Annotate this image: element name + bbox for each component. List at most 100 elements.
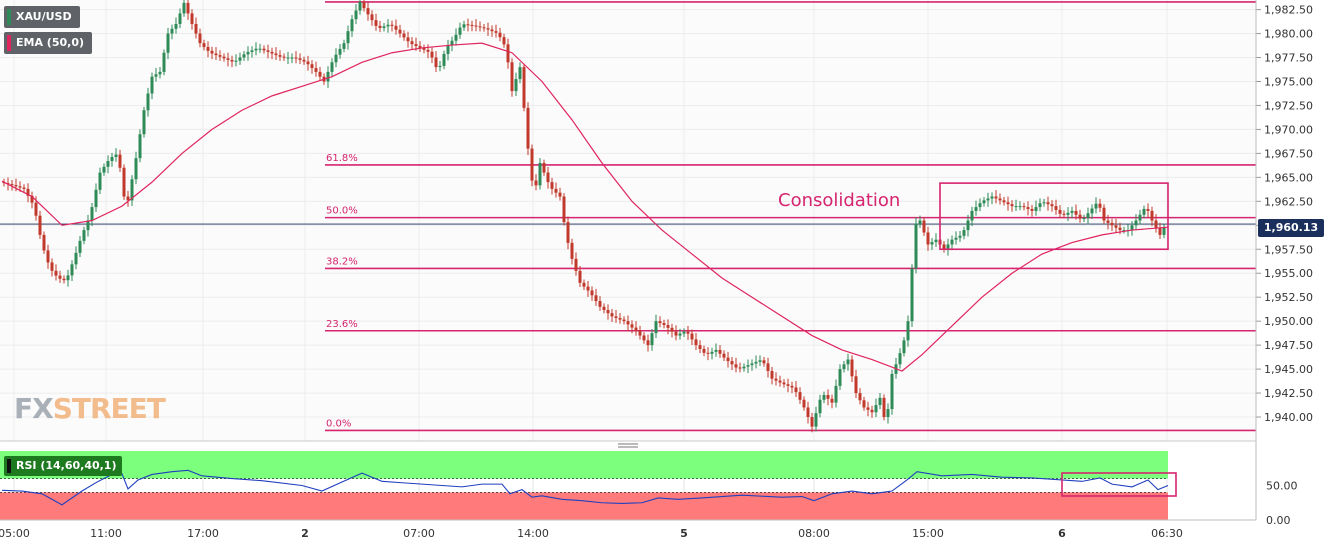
candle-body: [470, 24, 474, 26]
symbol-tag[interactable]: XAU/USD: [4, 6, 80, 28]
candle-body: [162, 52, 166, 72]
candle-body: [682, 331, 686, 334]
candle-body: [994, 196, 998, 199]
ema-label: EMA (50,0): [16, 36, 84, 49]
candle-body: [722, 353, 726, 358]
candle-body: [234, 60, 238, 62]
rsi-lower-zone: [0, 492, 1168, 520]
candle-body: [50, 262, 54, 271]
candle-body: [930, 242, 934, 245]
candle-body: [1010, 204, 1014, 207]
candle-body: [882, 397, 886, 418]
candle-body: [902, 340, 906, 354]
candle-body: [514, 79, 518, 92]
candle-body: [1082, 218, 1086, 220]
rsi-tick-label: 50.00: [1266, 480, 1298, 493]
candle-body: [914, 223, 918, 269]
candle-body: [518, 67, 522, 80]
candle-body: [986, 198, 990, 201]
candle-body: [726, 357, 730, 362]
candle-body: [206, 46, 210, 51]
candle-body: [418, 46, 422, 48]
candle-body: [34, 202, 38, 216]
candle-body: [1022, 206, 1026, 208]
x-tick-label: 14:00: [517, 527, 549, 540]
y-tick-label: 1,957.50: [1264, 243, 1313, 256]
candle-body: [634, 327, 638, 331]
y-tick-label: 1,965.00: [1264, 171, 1313, 184]
candle-body: [294, 57, 298, 59]
candle-body: [102, 166, 106, 173]
candle-body: [730, 361, 734, 365]
candle-body: [402, 33, 406, 38]
candle-body: [494, 31, 498, 33]
candle-body: [142, 110, 146, 135]
candle-body: [690, 333, 694, 340]
candle-body: [1106, 220, 1110, 223]
candle-body: [1154, 220, 1158, 228]
candle-body: [214, 53, 218, 56]
candle-body: [862, 400, 866, 408]
candle-body: [666, 324, 670, 328]
x-tick-label: 06:30: [1151, 527, 1183, 540]
candle-body: [1086, 213, 1090, 219]
candle-body: [414, 44, 418, 47]
pane-resize-handle[interactable]: [618, 443, 638, 448]
rsi-tag[interactable]: RSI (14,60,40,1): [4, 456, 123, 476]
candle-body: [830, 398, 834, 403]
candle-body: [694, 339, 698, 346]
candle-body: [734, 364, 738, 368]
candle-body: [1018, 206, 1022, 208]
candle-body: [354, 10, 358, 20]
candle-body: [1026, 207, 1030, 209]
candle-body: [742, 366, 746, 369]
candle-body: [258, 48, 262, 50]
candle-body: [222, 56, 226, 59]
candle-body: [834, 385, 838, 403]
rsi-tick-label: 0.00: [1266, 514, 1291, 527]
candle-body: [158, 71, 162, 75]
candle-body: [542, 162, 546, 173]
rsi-upper-zone: [0, 451, 1168, 479]
candle-body: [878, 397, 882, 406]
candle-body: [398, 29, 402, 34]
candle-body: [810, 417, 814, 427]
candle-body: [614, 316, 618, 318]
candle-body: [74, 252, 78, 265]
candle-body: [806, 407, 810, 418]
candle-body: [14, 185, 18, 187]
consolidation-box: [939, 182, 1169, 251]
candle-body: [674, 331, 678, 336]
candle-body: [886, 409, 890, 418]
candle-body: [10, 184, 14, 186]
candle-body: [1158, 227, 1162, 235]
candle-body: [198, 33, 202, 44]
candle-body: [798, 392, 802, 400]
candle-body: [766, 363, 770, 372]
candle-body: [1102, 207, 1106, 221]
candle-body: [454, 34, 458, 41]
candle-body: [814, 413, 818, 427]
candle-body: [178, 13, 182, 24]
candle-body: [954, 237, 958, 240]
candle-body: [786, 384, 790, 386]
candle-body: [150, 76, 154, 94]
main-pane[interactable]: [0, 0, 1256, 441]
candle-body: [318, 71, 322, 77]
candle-body: [1014, 206, 1018, 208]
candle-body: [1118, 227, 1122, 231]
candle-body: [298, 58, 302, 60]
candle-body: [598, 301, 602, 307]
x-tick-label: 6: [1058, 527, 1066, 540]
candle-body: [1094, 203, 1098, 209]
candle-body: [910, 268, 914, 322]
candle-body: [998, 198, 1002, 201]
ema-tag[interactable]: EMA (50,0): [4, 32, 92, 54]
candle-body: [70, 264, 74, 276]
candle-body: [430, 51, 434, 58]
candle-body: [54, 270, 58, 276]
candle-body: [1058, 209, 1062, 214]
candle-body: [154, 74, 158, 77]
candle-body: [762, 360, 766, 364]
